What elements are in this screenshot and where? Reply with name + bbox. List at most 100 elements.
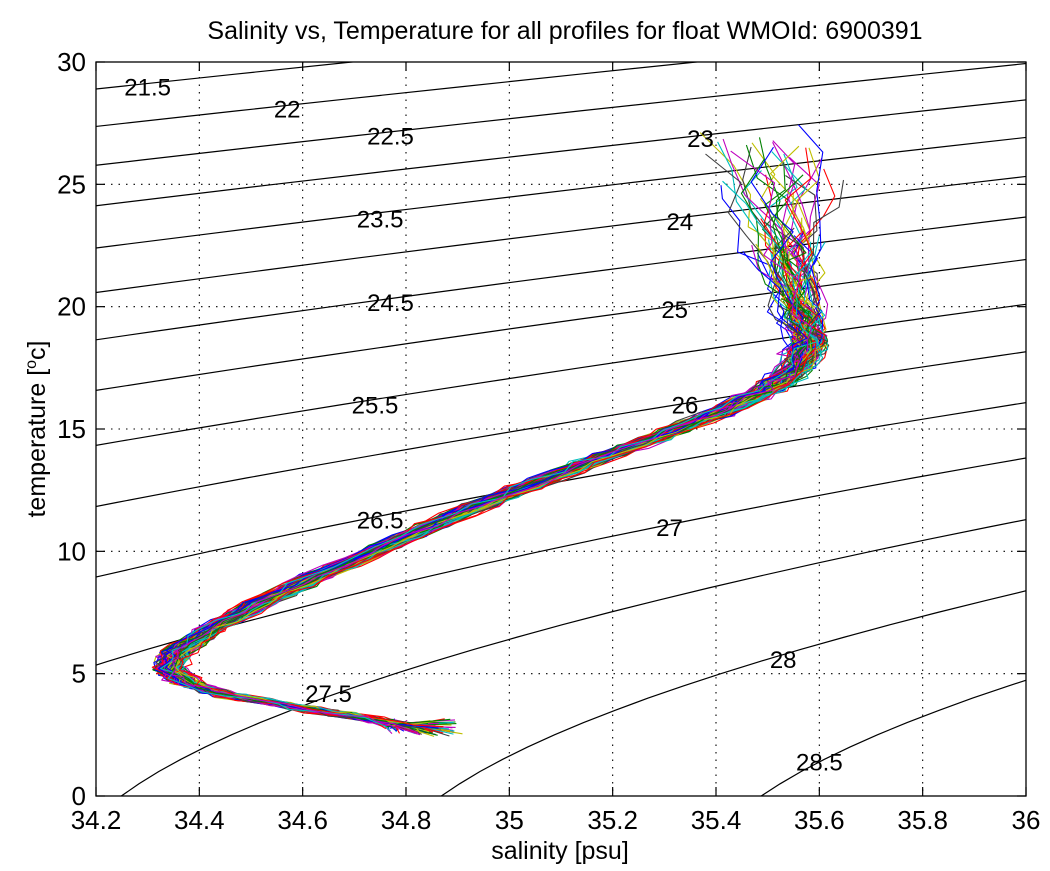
contour-label: 24 [666, 209, 693, 236]
ts-profiles [151, 124, 845, 737]
contour-labels: 21.5 22 22.5 23 23.5 24 24.5 25 25.5 26 26.5 27 27.5… [124, 74, 842, 776]
ts-profile-line [154, 158, 805, 726]
ts-profile-line [165, 232, 815, 731]
ts-profile-line [160, 235, 820, 732]
ts-profile-line [155, 309, 811, 732]
ts-profile-line [169, 153, 816, 724]
ts-profile-line [162, 124, 824, 729]
ts-profile-line [171, 174, 810, 726]
ts-profile-line [175, 145, 817, 729]
y-axis-label: temperature [oc] [23, 340, 51, 517]
density-contour-line [96, 351, 1026, 508]
contour-label: 26.5 [357, 508, 404, 535]
x-tick-label: 35.6 [794, 805, 845, 835]
ts-profile-line [168, 158, 823, 724]
ts-profile-line [152, 305, 806, 735]
ts-profile-line [166, 308, 812, 727]
ts-profile-line [157, 336, 804, 735]
ts-profile-line [173, 245, 828, 732]
ts-profile-line [162, 333, 805, 725]
y-axis: 0 5 10 15 20 25 30 [57, 47, 1026, 811]
ts-profile-line [171, 147, 826, 734]
y-tick-label: 5 [72, 659, 86, 689]
ts-profile-line [175, 181, 821, 728]
ts-profile-line [169, 147, 827, 725]
ts-profile-line [176, 245, 817, 731]
ts-profile-line [167, 340, 820, 725]
ts-profile-line [163, 234, 807, 737]
ts-profile-line [170, 235, 823, 732]
ts-profile-line [153, 338, 799, 727]
density-contours [96, 62, 1026, 796]
density-contour-line [440, 590, 1026, 796]
ts-profile-line [166, 302, 814, 732]
ts-profile-line [167, 233, 806, 726]
x-tick-label: 34.4 [174, 805, 225, 835]
chart-title: Salinity vs, Temperature for all profile… [207, 17, 922, 45]
ts-profile-line [155, 338, 808, 734]
ts-profile-line [152, 144, 809, 731]
ts-profile-line [167, 162, 812, 725]
x-tick-label: 34.2 [71, 805, 122, 835]
y-axis-label-main: temperature [ [23, 369, 51, 518]
contour-label: 24.5 [367, 290, 414, 317]
contour-label: 27.5 [305, 681, 352, 708]
ts-profile-line [170, 303, 805, 732]
y-tick-label: 10 [57, 536, 86, 566]
ts-profile-line [170, 228, 826, 735]
ts-profile-line [171, 235, 822, 733]
ts-profile-line [158, 185, 797, 725]
ts-profile-line [179, 221, 823, 729]
ts-profile-line [159, 299, 814, 729]
ts-profile-line [166, 231, 816, 725]
density-contour-line [96, 99, 1026, 207]
ts-profile-line [172, 244, 826, 735]
ts-profile-line [155, 251, 815, 734]
x-tick-label: 34.6 [277, 805, 328, 835]
ts-profile-line [160, 217, 819, 726]
density-contour-line [96, 402, 1026, 578]
ts-profile-line [153, 339, 804, 728]
contour-label: 28 [770, 647, 797, 674]
ts-profile-line [162, 153, 797, 733]
ts-profile-line [176, 334, 828, 733]
y-tick-label: 30 [57, 47, 86, 77]
x-tick-label: 36 [1012, 805, 1041, 835]
ts-profile-line [177, 309, 822, 734]
density-contour-line [96, 136, 1026, 249]
ts-profile-line [158, 250, 804, 732]
ts-profile-line [151, 306, 807, 730]
x-tick-label: 35.8 [897, 805, 948, 835]
ts-profile-line [174, 241, 829, 735]
ts-profile-line [173, 243, 812, 733]
ts-profile-line [157, 146, 808, 729]
ts-profile-line [159, 303, 800, 728]
contour-label: 21.5 [124, 74, 171, 101]
density-contour-line [760, 679, 1026, 796]
y-axis-label-unit: c] [23, 340, 51, 359]
ts-profile-line [167, 239, 806, 733]
x-tick-label: 35.4 [691, 805, 742, 835]
ts-profile-line [161, 343, 801, 731]
density-contour-line [120, 518, 1026, 796]
ts-profile-line [170, 296, 819, 730]
ts-profile-line [157, 307, 809, 730]
contour-label: 22 [274, 96, 301, 123]
ts-profile-line [164, 343, 813, 726]
ts-profile-line [160, 174, 806, 729]
x-tick-label: 34.8 [381, 805, 432, 835]
ts-profile-line [168, 140, 824, 731]
ts-profile-line [164, 132, 807, 725]
ts-profile-line [170, 342, 811, 725]
ts-profile-line [166, 170, 811, 727]
grid-lines [96, 62, 1026, 796]
contour-label: 25.5 [352, 393, 399, 420]
x-axis: 34.2 34.4 34.6 34.8 35 35.2 35.4 35.6 35.8 36 [71, 62, 1041, 835]
ts-profile-line [180, 246, 826, 726]
ts-profile-line [163, 298, 810, 736]
y-tick-label: 25 [57, 169, 86, 199]
ts-profile-line [158, 340, 804, 727]
ts-profile-line [161, 337, 802, 731]
density-contour-line [96, 303, 1026, 447]
